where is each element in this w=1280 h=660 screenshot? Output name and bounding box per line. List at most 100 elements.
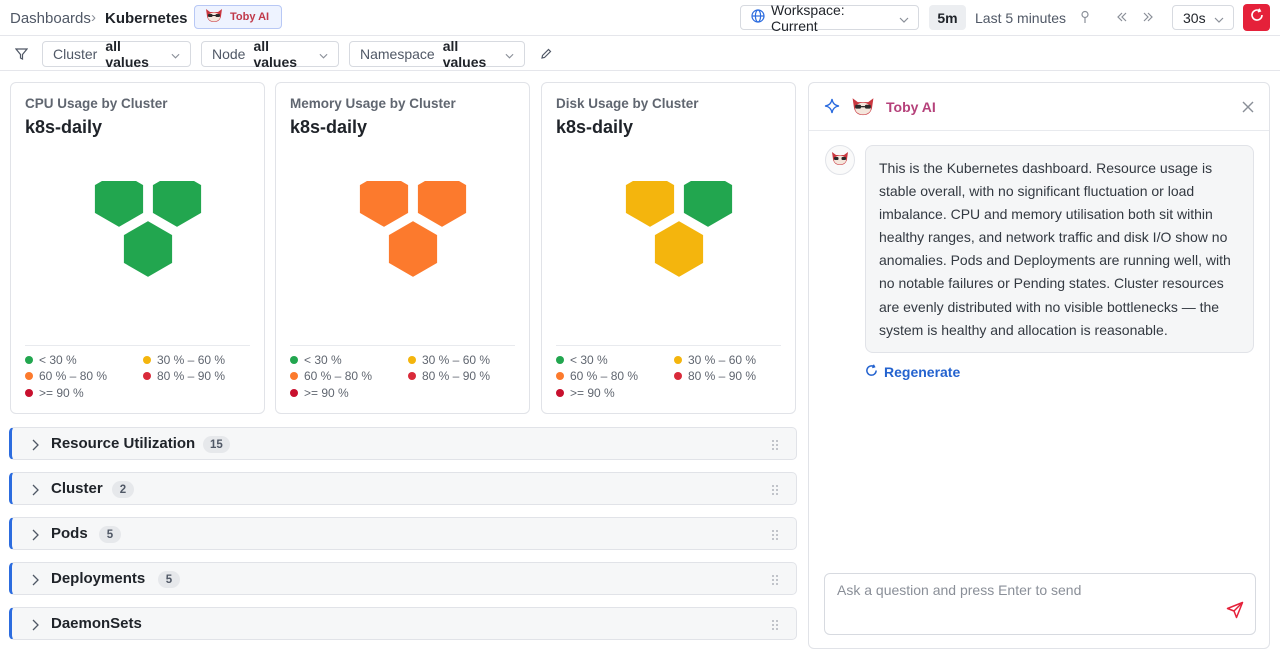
refresh-icon: [1250, 8, 1264, 27]
legend-dot: [290, 389, 298, 397]
page-title: Kubernetes: [105, 10, 188, 27]
filter-icon[interactable]: [14, 47, 29, 65]
legend-label: 30 % – 60 %: [422, 353, 491, 367]
sparkle-icon: [824, 98, 840, 119]
toby-logo-icon: [830, 150, 850, 171]
hexagon-map: [623, 181, 735, 280]
refresh-icon: [865, 364, 878, 380]
time-range-label[interactable]: Last 5 minutes: [975, 10, 1067, 26]
legend-item: 30 % – 60 %: [674, 353, 756, 367]
ai-question-input[interactable]: [837, 582, 1217, 598]
legend-item: 60 % – 80 %: [290, 369, 372, 383]
legend-label: < 30 %: [570, 353, 608, 367]
section-row[interactable]: Pods 5: [9, 517, 797, 550]
legend-item: >= 90 %: [25, 386, 84, 400]
chevron-down-icon: [1214, 10, 1224, 26]
section-count-badge: 5: [158, 571, 180, 588]
chevron-right-icon[interactable]: [31, 528, 39, 546]
section-row[interactable]: Deployments 5: [9, 562, 797, 595]
toby-ai-label: Toby AI: [230, 11, 270, 23]
toby-ai-panel: Toby AI This is the Kubernetes dashboard…: [808, 82, 1270, 649]
drag-handle-icon[interactable]: [771, 483, 779, 501]
legend-label: >= 90 %: [570, 386, 615, 400]
chevron-right-icon[interactable]: [31, 573, 39, 591]
send-icon[interactable]: [1226, 601, 1244, 624]
section-row[interactable]: DaemonSets: [9, 607, 797, 640]
chevron-right-icon[interactable]: [31, 618, 39, 636]
ai-question-box[interactable]: [824, 573, 1256, 635]
pin-icon[interactable]: [1079, 10, 1091, 29]
section-title: Deployments: [51, 570, 146, 587]
hexagon-cell[interactable]: [623, 181, 677, 230]
time-range-chip[interactable]: 5m: [929, 5, 966, 30]
hexagon-cell[interactable]: [681, 181, 735, 230]
divider: [556, 345, 781, 346]
filter-value: all values: [105, 38, 149, 70]
drag-handle-icon[interactable]: [771, 573, 779, 591]
legend-dot: [25, 372, 33, 380]
section-row[interactable]: Resource Utilization 15: [9, 427, 797, 460]
hexagon-cell[interactable]: [386, 218, 440, 280]
regenerate-label: Regenerate: [884, 364, 961, 380]
pencil-icon[interactable]: [540, 47, 552, 65]
top-bar: Dashboards › Kubernetes Toby AI Workspac…: [0, 0, 1280, 36]
legend-label: >= 90 %: [304, 386, 349, 400]
divider: [25, 345, 250, 346]
filter-key: Cluster: [53, 46, 98, 62]
legend-item: 60 % – 80 %: [556, 369, 638, 383]
toby-ai-button[interactable]: Toby AI: [194, 5, 282, 29]
drag-handle-icon[interactable]: [771, 528, 779, 546]
section-count-badge: 2: [112, 481, 134, 498]
drag-handle-icon[interactable]: [771, 438, 779, 456]
workspace-select[interactable]: Workspace: Current: [740, 2, 919, 34]
hexagon-map: [357, 181, 469, 280]
divider: [290, 345, 515, 346]
toby-logo-icon: [204, 7, 224, 28]
legend-label: < 30 %: [39, 353, 77, 367]
ai-avatar: [825, 145, 855, 175]
legend-dot: [408, 372, 416, 380]
filter-value: all values: [253, 38, 298, 70]
double-chevron-right-icon[interactable]: [1142, 10, 1154, 28]
legend-dot: [290, 372, 298, 380]
cluster-filter[interactable]: Cluster all values: [42, 38, 191, 70]
hexagon-cell[interactable]: [652, 218, 706, 280]
legend-item: < 30 %: [556, 353, 608, 367]
legend-label: 80 % – 90 %: [157, 369, 226, 383]
refresh-interval-select[interactable]: 30s: [1172, 5, 1234, 30]
legend-label: >= 90 %: [39, 386, 84, 400]
legend-item: 30 % – 60 %: [408, 353, 490, 367]
chevron-down-icon: [319, 46, 328, 62]
chevron-right-icon[interactable]: [31, 483, 39, 501]
refresh-button[interactable]: [1243, 4, 1270, 31]
hexagon-cell[interactable]: [92, 181, 146, 230]
legend-item: 30 % – 60 %: [143, 353, 225, 367]
hexagon-cell[interactable]: [121, 218, 175, 280]
legend-dot: [674, 372, 682, 380]
regenerate-button[interactable]: Regenerate: [865, 364, 960, 380]
double-chevron-left-icon[interactable]: [1116, 10, 1128, 28]
hexagon-cell[interactable]: [150, 181, 204, 230]
close-icon[interactable]: [1242, 100, 1254, 118]
hexagon-cell[interactable]: [357, 181, 411, 230]
workspace-label: Workspace: Current: [771, 1, 845, 34]
chevron-down-icon: [505, 46, 514, 62]
panel-value: k8s-daily: [25, 117, 103, 137]
namespace-filter[interactable]: Namespace all values: [349, 38, 525, 70]
node-filter[interactable]: Node all values: [201, 38, 339, 70]
filter-key: Namespace: [360, 46, 435, 62]
globe-icon: [751, 9, 765, 26]
hexagon-cell[interactable]: [415, 181, 469, 230]
drag-handle-icon[interactable]: [771, 618, 779, 636]
breadcrumb-dashboards[interactable]: Dashboards: [10, 10, 91, 27]
legend-label: 60 % – 80 %: [39, 369, 108, 383]
breadcrumb-separator: ›: [91, 9, 96, 26]
usage-panel: CPU Usage by Cluster k8s-daily < 30 % 30 % …: [10, 82, 265, 414]
usage-panel: Disk Usage by Cluster k8s-daily < 30 % 30 %…: [541, 82, 796, 414]
legend-label: 60 % – 80 %: [304, 369, 373, 383]
section-row[interactable]: Cluster 2: [9, 472, 797, 505]
chevron-right-icon[interactable]: [31, 438, 39, 456]
section-title: Pods: [51, 525, 88, 542]
legend-item: >= 90 %: [556, 386, 615, 400]
legend-dot: [25, 389, 33, 397]
